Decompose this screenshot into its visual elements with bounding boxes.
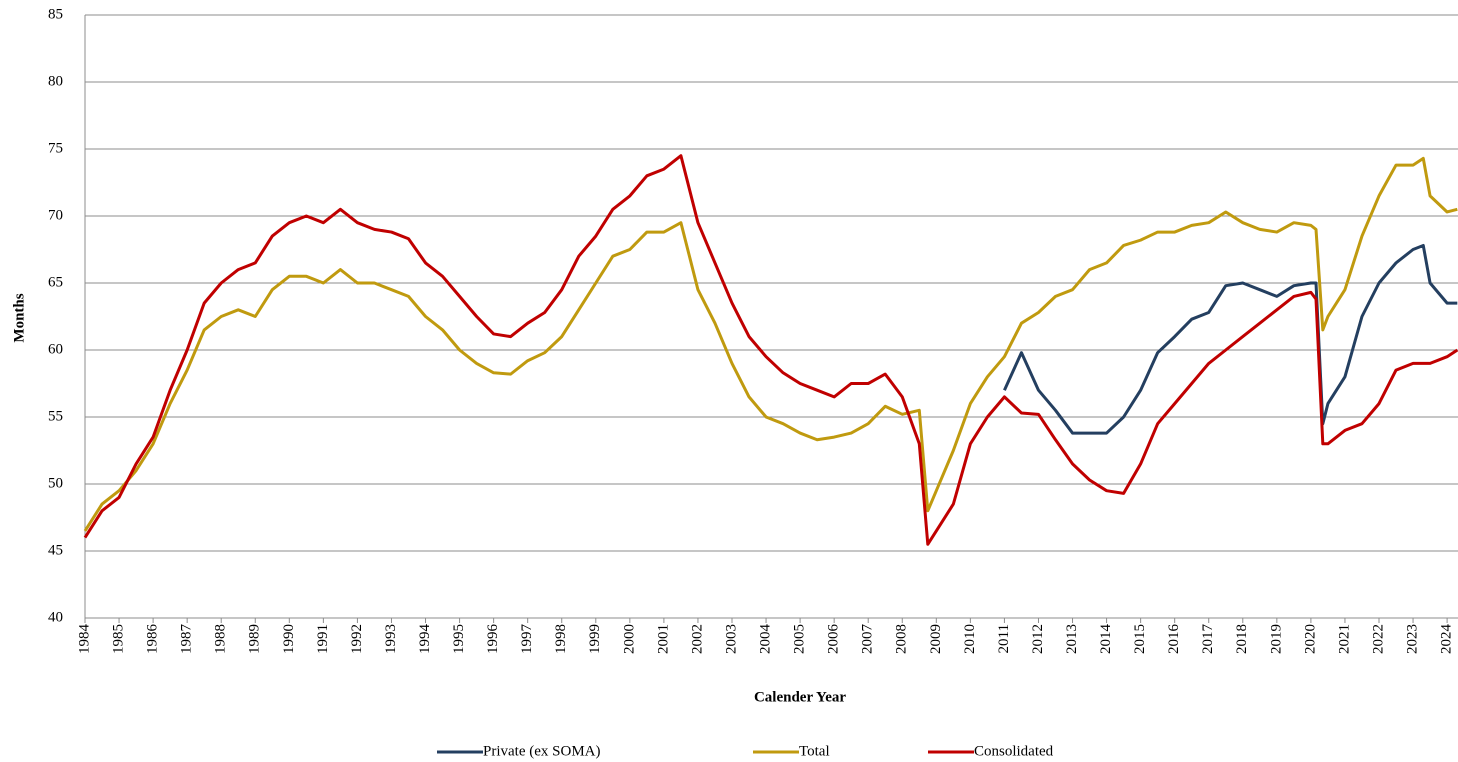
x-tick-label: 2016 xyxy=(1166,624,1182,655)
x-tick-label: 2002 xyxy=(689,624,705,654)
x-tick-label: 2006 xyxy=(826,624,842,655)
x-tick-label: 1994 xyxy=(417,624,433,655)
y-tick-label: 45 xyxy=(48,542,63,558)
x-tick-label: 1998 xyxy=(553,624,569,654)
x-tick-label: 2018 xyxy=(1234,624,1250,654)
x-tick-label: 2001 xyxy=(655,624,671,654)
x-tick-label: 2004 xyxy=(757,624,773,655)
x-tick-label: 2003 xyxy=(723,624,739,654)
x-tick-label: 1999 xyxy=(587,624,603,654)
x-tick-label: 1995 xyxy=(451,624,467,654)
x-tick-label: 2010 xyxy=(962,624,978,654)
y-tick-label: 70 xyxy=(48,207,63,223)
x-tick-label: 1986 xyxy=(145,624,161,655)
x-axis-title: Calender Year xyxy=(754,689,846,705)
y-tick-label: 85 xyxy=(48,6,63,22)
y-axis-title: Months xyxy=(11,293,27,342)
x-tick-label: 2011 xyxy=(996,624,1012,653)
series-line xyxy=(83,154,1458,546)
x-tick-label: 2012 xyxy=(1030,624,1046,654)
y-tick-label: 75 xyxy=(48,140,63,156)
x-tick-label: 1988 xyxy=(213,624,229,654)
x-tick-label: 2014 xyxy=(1098,624,1114,655)
x-tick-label: 2024 xyxy=(1439,624,1455,655)
x-tick-label: 1990 xyxy=(281,624,297,654)
x-tick-label: 1992 xyxy=(349,624,365,654)
x-tick-label: 1987 xyxy=(179,624,195,655)
x-tick-label: 2021 xyxy=(1336,624,1352,654)
legend-label: Total xyxy=(799,743,830,759)
x-tick-label: 2000 xyxy=(621,624,637,654)
x-tick-label: 1997 xyxy=(519,624,535,655)
x-tick-label: 1985 xyxy=(110,624,126,654)
x-tick-label: 2022 xyxy=(1370,624,1386,654)
legend-label: Consolidated xyxy=(974,743,1054,759)
x-tick-label: 2005 xyxy=(792,624,808,654)
legend-label: Private (ex SOMA) xyxy=(483,743,600,759)
x-tick-label: 2023 xyxy=(1404,624,1420,654)
y-tick-label: 80 xyxy=(48,73,63,89)
x-tick-label: 2020 xyxy=(1302,624,1318,654)
series-line xyxy=(83,156,1458,532)
x-tick-label: 1996 xyxy=(485,624,501,655)
y-tick-label: 50 xyxy=(48,475,63,491)
x-tick-label: 2017 xyxy=(1200,624,1216,655)
x-tick-label: 2007 xyxy=(860,624,876,655)
y-tick-label: 55 xyxy=(48,408,63,424)
series-line xyxy=(1003,243,1458,435)
x-tick-label: 1984 xyxy=(76,624,92,655)
y-tick-label: 60 xyxy=(48,341,63,357)
x-tick-label: 2009 xyxy=(928,624,944,654)
x-tick-label: 2013 xyxy=(1064,624,1080,654)
x-tick-label: 2015 xyxy=(1132,624,1148,654)
x-tick-label: 2019 xyxy=(1268,624,1284,654)
x-tick-label: 1989 xyxy=(247,624,263,654)
x-tick-label: 2008 xyxy=(894,624,910,654)
x-tick-label: 1993 xyxy=(383,624,399,654)
x-tick-label: 1991 xyxy=(315,624,331,654)
y-tick-label: 40 xyxy=(48,609,63,625)
y-tick-label: 65 xyxy=(48,274,63,290)
